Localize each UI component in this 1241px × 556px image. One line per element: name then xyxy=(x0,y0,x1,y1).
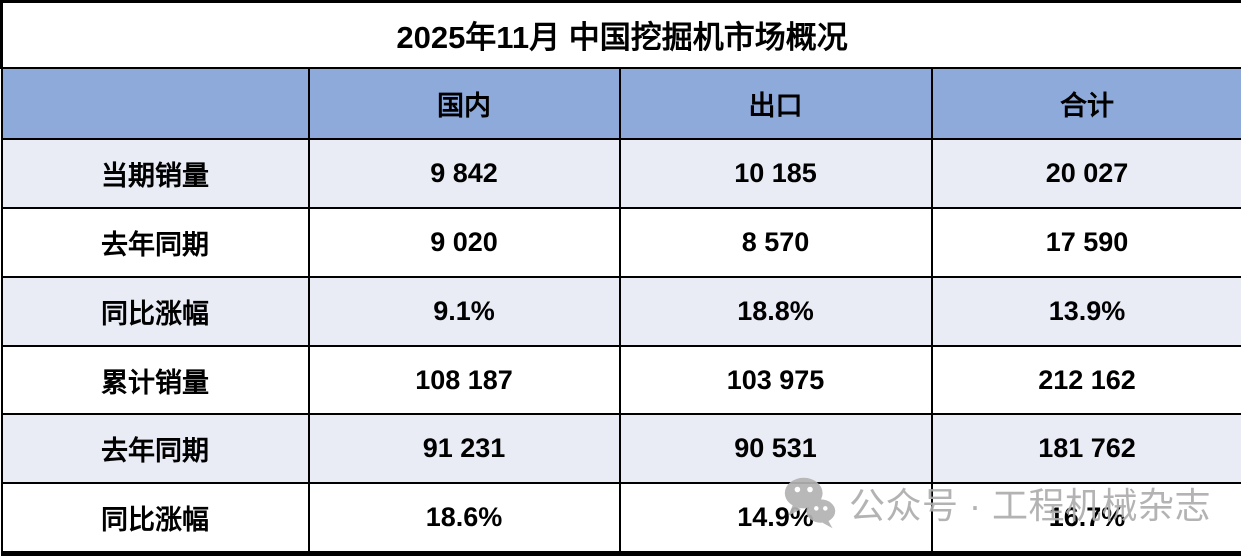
cell-value: 18.6% xyxy=(307,482,621,556)
header-total: 合计 xyxy=(930,66,1241,141)
cell-value: 91 231 xyxy=(307,413,621,485)
row-label: 累计销量 xyxy=(0,344,310,416)
header-corner-cell xyxy=(0,66,310,141)
table-row-current-sales: 当期销量 9 842 10 185 20 027 xyxy=(0,138,1241,210)
row-label: 去年同期 xyxy=(0,413,310,485)
page-title: 2025年11月 中国挖掘机市场概况 xyxy=(0,0,1241,69)
table-row-cumulative-sales: 累计销量 108 187 103 975 212 162 xyxy=(0,344,1241,416)
cell-value: 212 162 xyxy=(930,344,1241,416)
table-title-row: 2025年11月 中国挖掘机市场概况 xyxy=(0,0,1241,69)
cell-value: 17 590 xyxy=(930,207,1241,278)
cell-value: 9 020 xyxy=(307,207,621,278)
row-label: 去年同期 xyxy=(0,207,310,278)
cell-value: 103 975 xyxy=(618,344,933,416)
row-label: 同比涨幅 xyxy=(0,275,310,347)
table-row-cumulative-yoy-growth: 同比涨幅 18.6% 14.9% 16.7% xyxy=(0,482,1241,556)
header-export: 出口 xyxy=(618,66,933,141)
cell-value: 108 187 xyxy=(307,344,621,416)
cell-value: 8 570 xyxy=(618,207,933,278)
table-row-cumulative-last-year: 去年同期 91 231 90 531 181 762 xyxy=(0,413,1241,485)
row-label: 当期销量 xyxy=(0,138,310,210)
cell-value: 10 185 xyxy=(618,138,933,210)
cell-value: 18.8% xyxy=(618,275,933,347)
cell-value: 181 762 xyxy=(930,413,1241,485)
cell-value: 9.1% xyxy=(307,275,621,347)
cell-value: 9 842 xyxy=(307,138,621,210)
cell-value: 13.9% xyxy=(930,275,1241,347)
cell-value: 16.7% xyxy=(930,482,1241,556)
cell-value: 20 027 xyxy=(930,138,1241,210)
row-label: 同比涨幅 xyxy=(0,482,310,556)
cell-value: 14.9% xyxy=(618,482,933,556)
table-header-row: 国内 出口 合计 xyxy=(0,66,1241,141)
header-domestic: 国内 xyxy=(307,66,621,141)
table-row-yoy-growth: 同比涨幅 9.1% 18.8% 13.9% xyxy=(0,275,1241,347)
table-row-last-year-period: 去年同期 9 020 8 570 17 590 xyxy=(0,207,1241,278)
cell-value: 90 531 xyxy=(618,413,933,485)
